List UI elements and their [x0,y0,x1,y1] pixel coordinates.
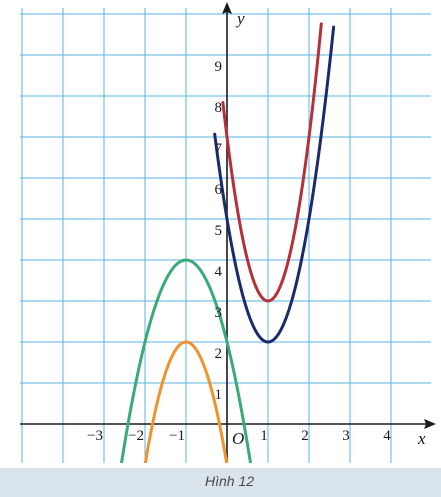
parabola-curve-4 [143,340,229,463]
figure-caption: Hình 12 [205,473,254,489]
y-tick-label: 2 [215,346,223,362]
y-tick-label: 1 [215,387,223,403]
tick-labels: −3 −2 −1 1 2 3 4 1 2 3 4 5 6 7 8 9 [87,59,391,444]
y-tick-label: 7 [215,141,223,157]
y-tick-label: 4 [215,264,223,280]
parabola-curve-2 [221,22,323,303]
y-axis-label: y [235,9,245,28]
y-tick-label: 9 [215,59,223,75]
x-tick-label: 3 [342,428,350,444]
x-tick-label: 1 [260,428,268,444]
parabola-curve-1 [213,25,336,344]
y-tick-label: 8 [215,100,223,116]
grid [20,8,431,463]
x-tick-label: −3 [87,428,103,444]
x-tick-label: 2 [301,428,309,444]
y-tick-label: 3 [215,305,223,321]
x-axis-arrow-icon [424,419,436,429]
caption-bar [0,468,441,497]
parabola-curve-3 [119,258,253,463]
x-tick-label: −1 [169,428,185,444]
curves [119,22,336,463]
x-axis-label: x [417,429,426,448]
origin-label: O [232,429,244,448]
y-axis-arrow-icon [222,2,232,14]
axes [20,2,436,463]
x-tick-label: 4 [383,428,391,444]
y-tick-label: 5 [215,223,223,239]
y-tick-label: 6 [215,182,223,198]
x-tick-label: −2 [128,428,144,444]
